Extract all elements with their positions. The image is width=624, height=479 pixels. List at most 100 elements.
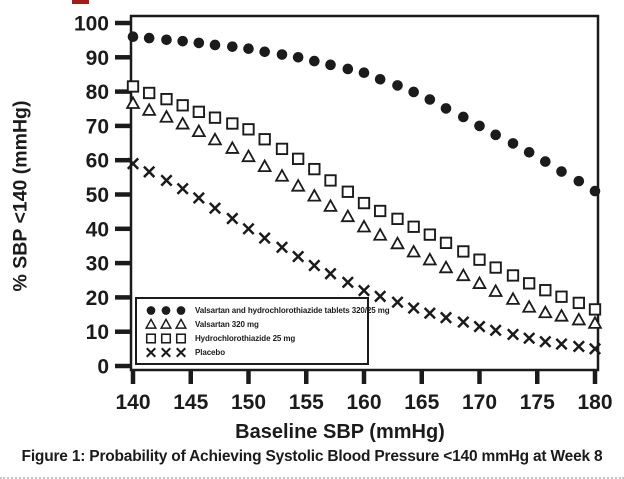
open-square-icon [374,204,387,218]
cross-icon [258,231,271,245]
filled-circle-icon [161,305,171,315]
cross-icon [555,337,568,351]
open-triangle-icon [224,140,240,154]
cross-icon [423,307,436,320]
figure-caption: Figure 1: Probability of Achieving Systo… [21,448,603,465]
series-open-triangle [125,95,603,329]
cross-icon [143,165,156,178]
open-triangle-icon [571,311,587,326]
scan-edge-artifact [0,477,624,479]
x-tick-label: 160 [346,391,381,414]
y-tick-label: 20 [86,287,109,310]
cross-icon [192,191,205,205]
cross-icon [324,267,337,280]
filled-circle-icon [589,185,601,197]
x-tick-label: 180 [577,391,612,414]
open-triangle-icon [488,283,504,297]
x-tick-label: 170 [462,391,497,414]
open-square-icon [258,133,271,146]
y-tick-label: 40 [86,218,109,241]
x-tick-label: 150 [231,391,266,414]
open-square-icon [242,123,255,136]
filled-circle-icon [540,156,551,167]
x-tick-label: 175 [520,391,555,414]
open-triangle-icon [372,227,388,241]
filled-circle-icon [161,34,172,46]
filled-circle-icon [259,46,270,58]
legend-row: Placebo [143,346,364,360]
cross-icon [506,328,520,341]
cross-icon [208,202,222,215]
open-square-icon [275,142,289,156]
legend-marker-set [146,305,186,315]
filled-circle-icon [227,41,238,52]
open-triangle-icon [290,178,306,192]
y-tick-label: 80 [86,81,109,104]
cross-icon [275,241,289,254]
open-square-icon [555,290,568,303]
open-triangle-icon [174,317,188,329]
open-triangle-icon [175,116,191,130]
legend-row: Valsartan 320 mg [143,317,364,331]
x-tick-label: 145 [173,391,208,414]
legend-label: Placebo [195,348,225,358]
open-triangle-icon [159,109,174,123]
cross-icon [439,311,453,324]
filled-circle-icon [490,129,501,141]
open-square-icon [489,261,502,274]
open-triangle-icon [472,275,487,289]
open-triangle-icon [554,308,569,322]
legend: Valsartan and hydrochlorothiazide tablet… [135,297,390,365]
cross-icon [161,347,171,358]
filled-circle-icon [209,39,221,51]
cross-icon [292,250,305,263]
y-tick-label: 60 [86,150,109,173]
open-square-icon [308,162,321,176]
filled-circle-icon [292,52,304,63]
cross-icon [539,335,552,348]
open-square-icon [457,245,470,258]
cross-icon [308,259,321,272]
open-square-icon [126,80,140,93]
y-tick-label: 90 [86,47,109,70]
cross-icon [341,276,354,289]
y-tick-label: 70 [86,115,109,138]
cross-icon [588,342,602,355]
scan-artifact-mark [72,0,89,4]
filled-circle-icon [507,138,519,149]
series-filled-circle [127,31,601,197]
chart-canvas: 140 145 150 155 160 165 170 175 180 0 10 20 30 40 50 60… [74,13,613,415]
filled-circle-icon [243,43,254,55]
series-open-square [126,80,602,316]
y-tick-label: 0 [97,356,109,379]
open-square-icon [176,99,189,112]
open-triangle-icon [422,251,438,266]
open-square-icon [208,111,222,124]
filled-circle-icon [342,63,354,75]
y-tick-label: 100 [74,13,109,36]
open-triangle-icon [306,188,322,202]
filled-circle-icon [358,67,370,79]
open-square-icon [175,333,187,344]
cross-icon [391,296,404,309]
open-square-icon [324,174,337,187]
open-square-icon [145,333,157,344]
open-triangle-icon [356,219,372,233]
y-tick-label: 30 [86,253,109,276]
open-square-icon [523,277,536,290]
open-square-icon [539,284,552,297]
legend-row: Valsartan and hydrochlorothiazide tablet… [143,303,390,317]
open-triangle-icon [390,235,405,250]
open-triangle-icon [191,123,207,138]
filled-circle-icon [309,55,320,67]
open-triangle-icon [521,299,537,313]
open-triangle-icon [438,259,454,274]
cross-icon [176,182,189,195]
open-square-icon [423,228,436,241]
open-square-icon [292,152,305,165]
open-square-icon [143,86,156,100]
open-square-icon [439,236,453,250]
open-triangle-icon [587,315,603,329]
filled-circle-icon [325,59,336,71]
